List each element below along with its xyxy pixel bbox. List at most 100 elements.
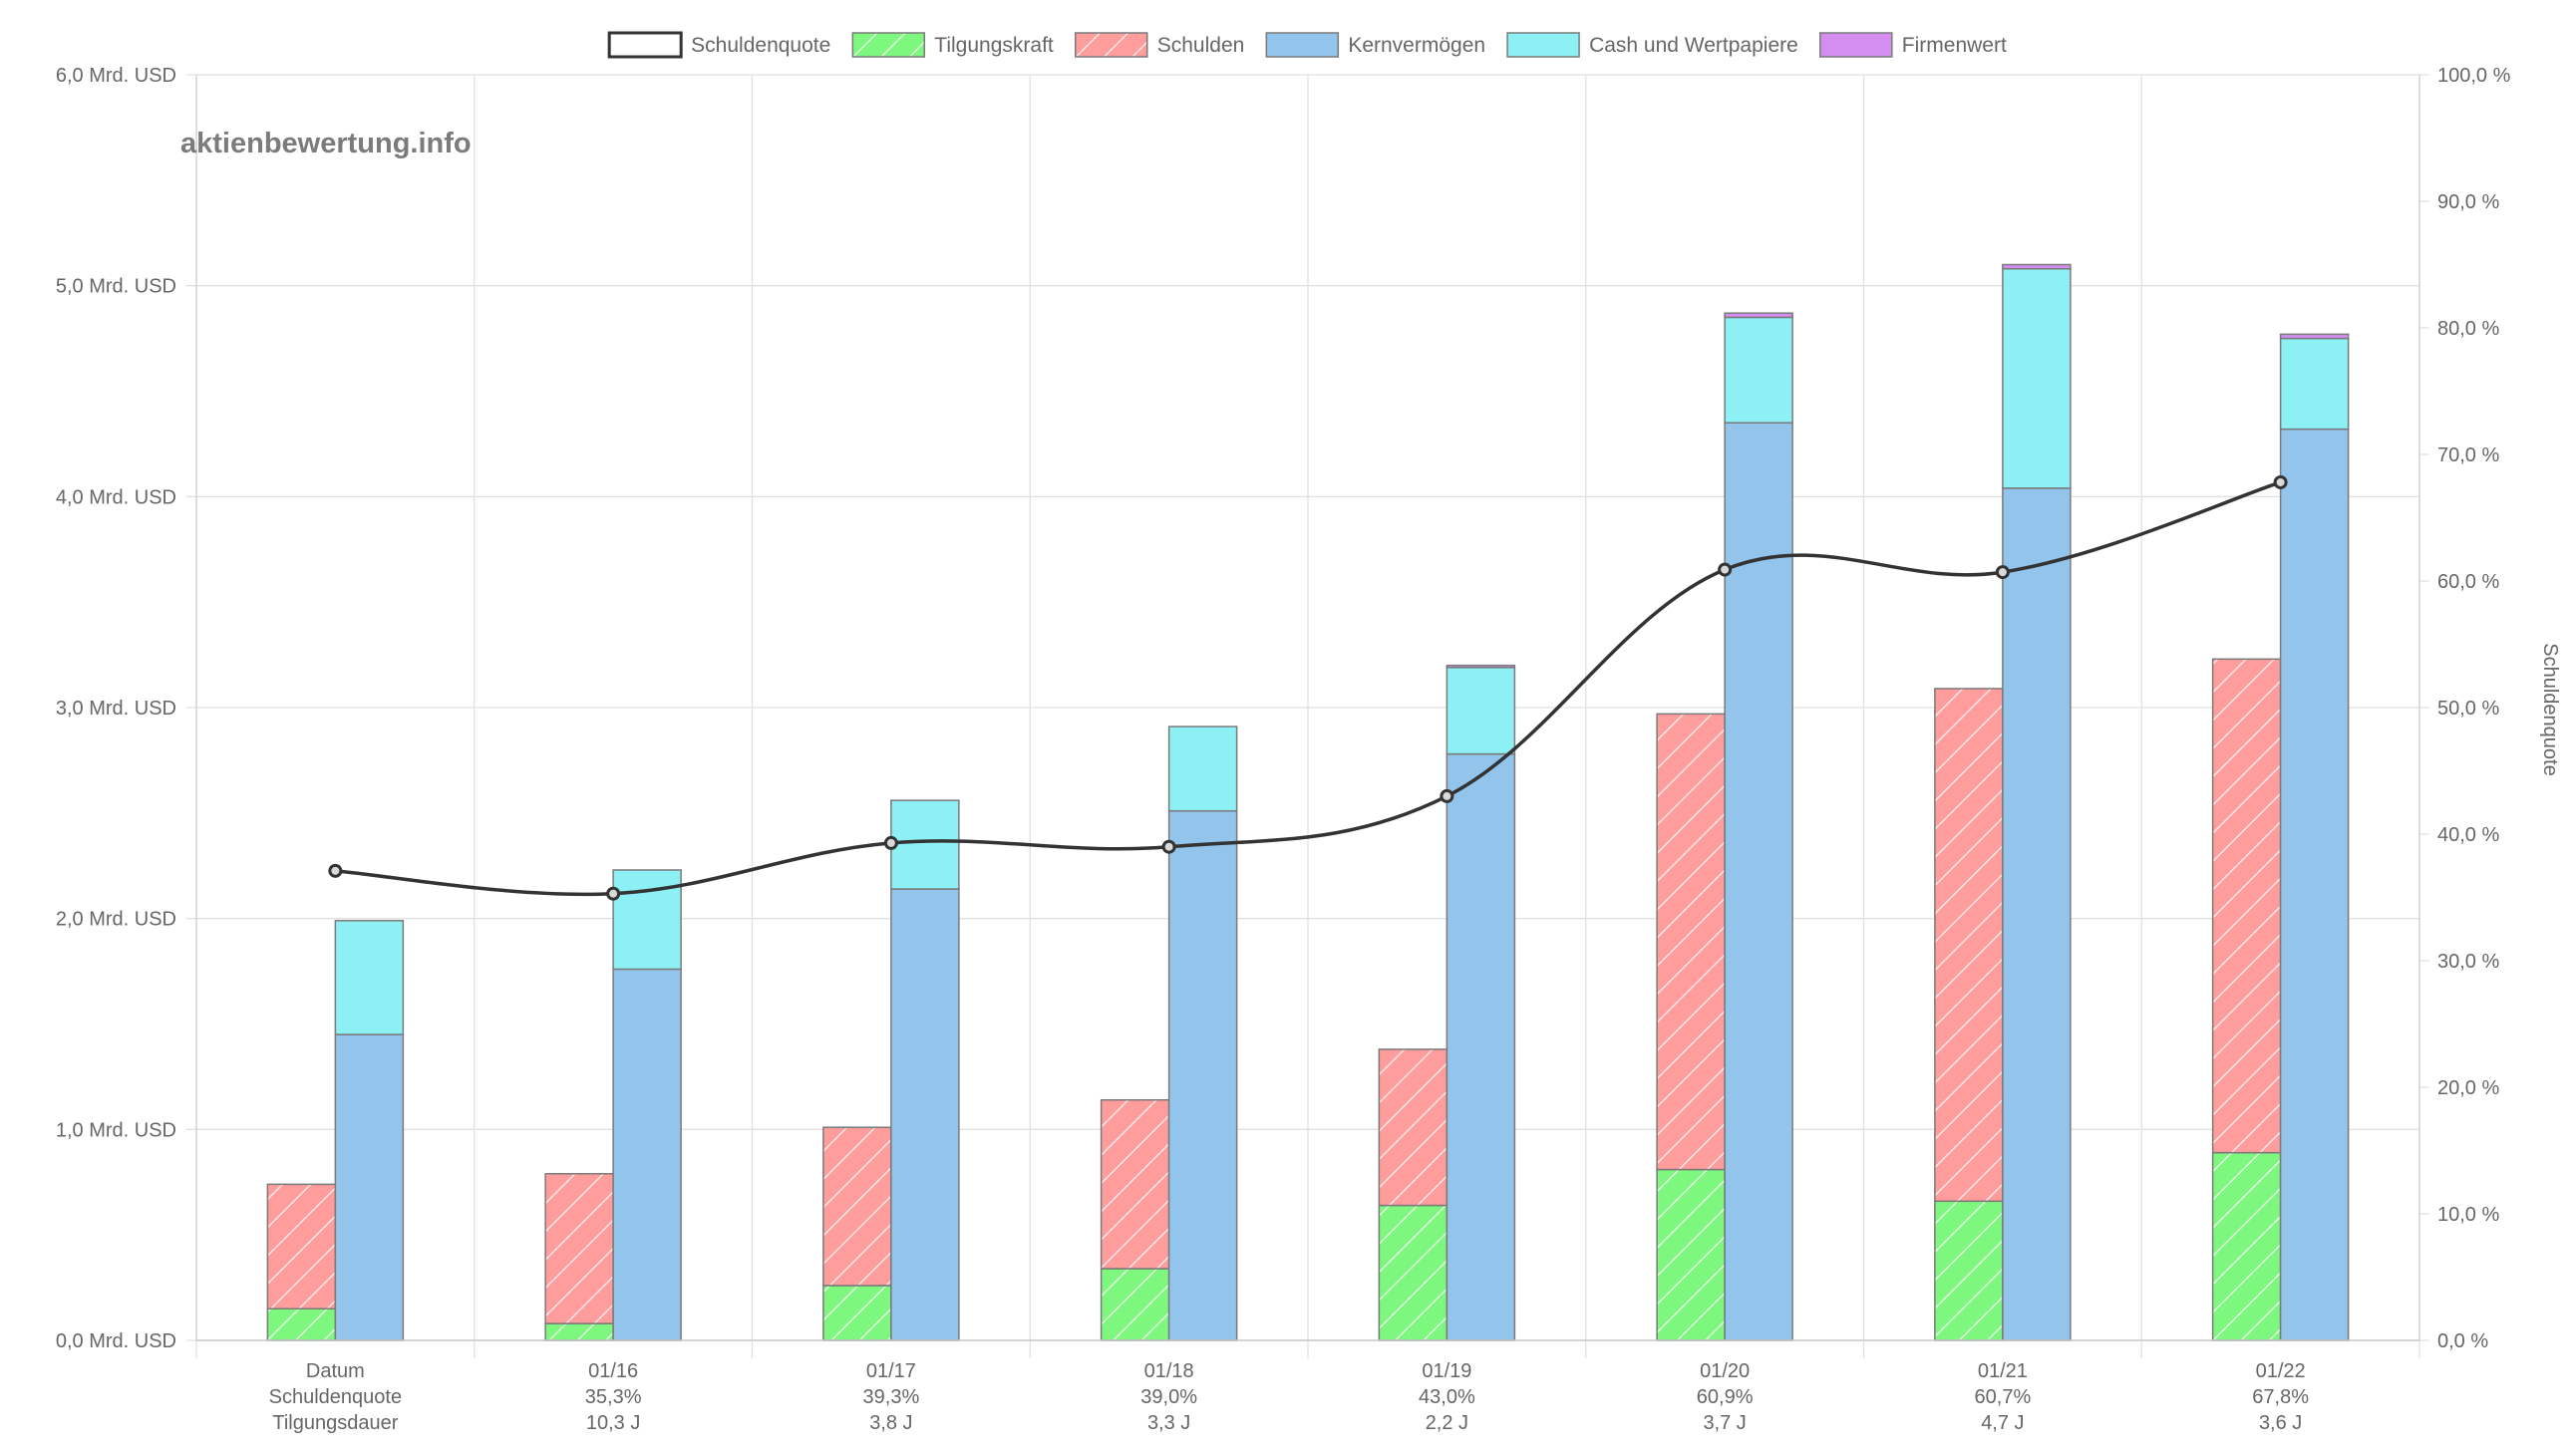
watermark-text: aktienbewertung.info	[180, 128, 472, 159]
legend-label: Tilgungskraft	[934, 34, 1054, 57]
grid-lines	[186, 74, 2429, 1358]
y-right-tick-label: 30,0 %	[2437, 951, 2499, 973]
bars	[266, 263, 2350, 1341]
bar-tilgungskraft	[2211, 1151, 2282, 1341]
y-right-tick-label: 0,0 %	[2437, 1330, 2488, 1352]
bar-schulden	[822, 1126, 892, 1287]
bar-tilgungskraft	[822, 1285, 892, 1341]
legend-swatch	[607, 31, 683, 59]
bar-tilgungskraft	[266, 1308, 337, 1341]
tilgungsdauer-row-cell: 2,2 J	[1426, 1412, 1468, 1434]
y-left-tick-label: 4,0 Mrd. USD	[56, 486, 176, 508]
legend-item-kernvermoegen[interactable]: Kernvermögen	[1265, 32, 1485, 58]
y-right-tick-label: 80,0 %	[2437, 318, 2499, 340]
x-category-label: 01/16	[588, 1360, 638, 1382]
bar-cash-und-wertpapiere	[2002, 267, 2072, 489]
legend-swatch	[1265, 32, 1340, 58]
schuldenquote-row-cell: Schuldenquote	[269, 1386, 402, 1408]
legend-swatch	[1074, 32, 1148, 58]
bar-cash-und-wertpapiere	[612, 869, 682, 971]
tilgungsdauer-row-cell: Tilgungsdauer	[272, 1412, 398, 1434]
bar-cash-und-wertpapiere	[334, 920, 405, 1035]
bar-cash-und-wertpapiere	[1724, 316, 1793, 424]
bar-firmenwert	[2279, 333, 2350, 340]
bar-cash-und-wertpapiere	[1167, 726, 1238, 812]
bar-tilgungskraft	[1656, 1168, 1726, 1341]
y-right-tick-label: 90,0 %	[2437, 191, 2499, 213]
legend-label: Schulden	[1157, 34, 1245, 57]
bar-cash-und-wertpapiere	[890, 799, 960, 890]
tilgungsdauer-row-cell: 4,7 J	[1981, 1412, 2024, 1434]
y-right-tick-label: 50,0 %	[2437, 698, 2499, 720]
y-left-tick-label: 1,0 Mrd. USD	[56, 1119, 176, 1141]
legend-item-schulden[interactable]: Schulden	[1074, 32, 1245, 58]
bar-tilgungskraft	[544, 1322, 614, 1341]
x-category-label: 01/19	[1422, 1360, 1471, 1382]
legend-label: Schuldenquote	[691, 34, 830, 57]
y-right-tick-label: 20,0 %	[2437, 1077, 2499, 1099]
schuldenquote-row-cell: 39,0%	[1140, 1386, 1197, 1408]
y-right-tick-label: 100,0 %	[2437, 65, 2511, 87]
bar-kernvermoegen	[1167, 809, 1238, 1341]
bar-firmenwert	[2002, 263, 2072, 270]
bar-firmenwert	[1724, 312, 1793, 319]
bar-schulden	[544, 1173, 614, 1324]
tilgungsdauer-row-cell: 3,8 J	[869, 1412, 912, 1434]
bar-kernvermoegen	[612, 968, 682, 1341]
y-right-tick-label: 60,0 %	[2437, 571, 2499, 593]
legend-swatch	[851, 32, 926, 58]
tilgungsdauer-row-cell: 3,7 J	[1703, 1412, 1746, 1434]
y-right-tick-label: 40,0 %	[2437, 824, 2499, 846]
bar-kernvermoegen	[1724, 422, 1793, 1341]
schuldenquote-point	[328, 863, 343, 878]
legend-item-firmenwert[interactable]: Firmenwert	[1819, 32, 2007, 58]
bar-schulden	[266, 1183, 337, 1310]
tilgungsdauer-row-cell: 10,3 J	[586, 1412, 640, 1434]
x-category-label: 01/18	[1144, 1360, 1194, 1382]
bar-tilgungskraft	[1934, 1200, 2004, 1341]
schuldenquote-row-cell: 60,9%	[1697, 1386, 1754, 1408]
schuldenquote-row-cell: 60,7%	[1975, 1386, 2032, 1408]
legend-label: Kernvermögen	[1348, 34, 1485, 57]
right-axis-title: Schuldenquote	[2539, 643, 2561, 775]
legend-item-cash-und-wertpapiere[interactable]: Cash und Wertpapiere	[1506, 32, 1798, 58]
tilgungsdauer-row-cell: 3,6 J	[2259, 1412, 2302, 1434]
bar-schulden	[1934, 688, 2004, 1203]
y-left-tick-label: 5,0 Mrd. USD	[56, 276, 176, 298]
legend-swatch	[1506, 32, 1580, 58]
schuldenquote-row-cell: 39,3%	[863, 1386, 920, 1408]
schuldenquote-row-cell: 35,3%	[585, 1386, 642, 1408]
y-right-tick-label: 70,0 %	[2437, 444, 2499, 466]
x-category-label: Datum	[306, 1360, 365, 1382]
y-left-tick-label: 6,0 Mrd. USD	[56, 65, 176, 87]
legend-label: Firmenwert	[1902, 34, 2007, 57]
y-left-tick-label: 3,0 Mrd. USD	[56, 698, 176, 720]
schuldenquote-point	[1440, 788, 1454, 803]
axes: 0,0 Mrd. USD 1,0 Mrd. USD 2,0 Mrd. USD 3,0 …	[56, 65, 2511, 1434]
bar-schulden	[1100, 1098, 1170, 1270]
x-category-label: 01/22	[2256, 1360, 2306, 1382]
bar-tilgungskraft	[1100, 1268, 1170, 1341]
bar-kernvermoegen	[2279, 428, 2350, 1341]
tilgungsdauer-row-cell: 3,3 J	[1147, 1412, 1190, 1434]
x-category-label: 01/21	[1978, 1360, 2028, 1382]
x-category-label: 01/20	[1700, 1360, 1750, 1382]
schuldenquote-line-path	[335, 480, 2282, 897]
bar-tilgungskraft	[1378, 1204, 1448, 1341]
legend-label: Cash und Wertpapiere	[1589, 34, 1798, 57]
legend-item-schuldenquote[interactable]: Schuldenquote	[607, 31, 830, 59]
schuldenquote-line	[328, 474, 2288, 901]
bar-cash-und-wertpapiere	[1446, 667, 1516, 755]
y-left-tick-label: 2,0 Mrd. USD	[56, 909, 176, 931]
schuldenquote-row-cell: 67,8%	[2252, 1386, 2309, 1408]
bar-kernvermoegen	[890, 888, 960, 1341]
bar-schulden	[2211, 658, 2282, 1154]
legend-item-tilgungskraft[interactable]: Tilgungskraft	[851, 32, 1054, 58]
schuldenquote-point	[1995, 565, 2010, 580]
schuldenquote-point	[1161, 839, 1176, 854]
bar-kernvermoegen	[334, 1033, 405, 1341]
bar-firmenwert	[1446, 664, 1516, 669]
schuldenquote-row-cell: 43,0%	[1419, 1386, 1475, 1408]
